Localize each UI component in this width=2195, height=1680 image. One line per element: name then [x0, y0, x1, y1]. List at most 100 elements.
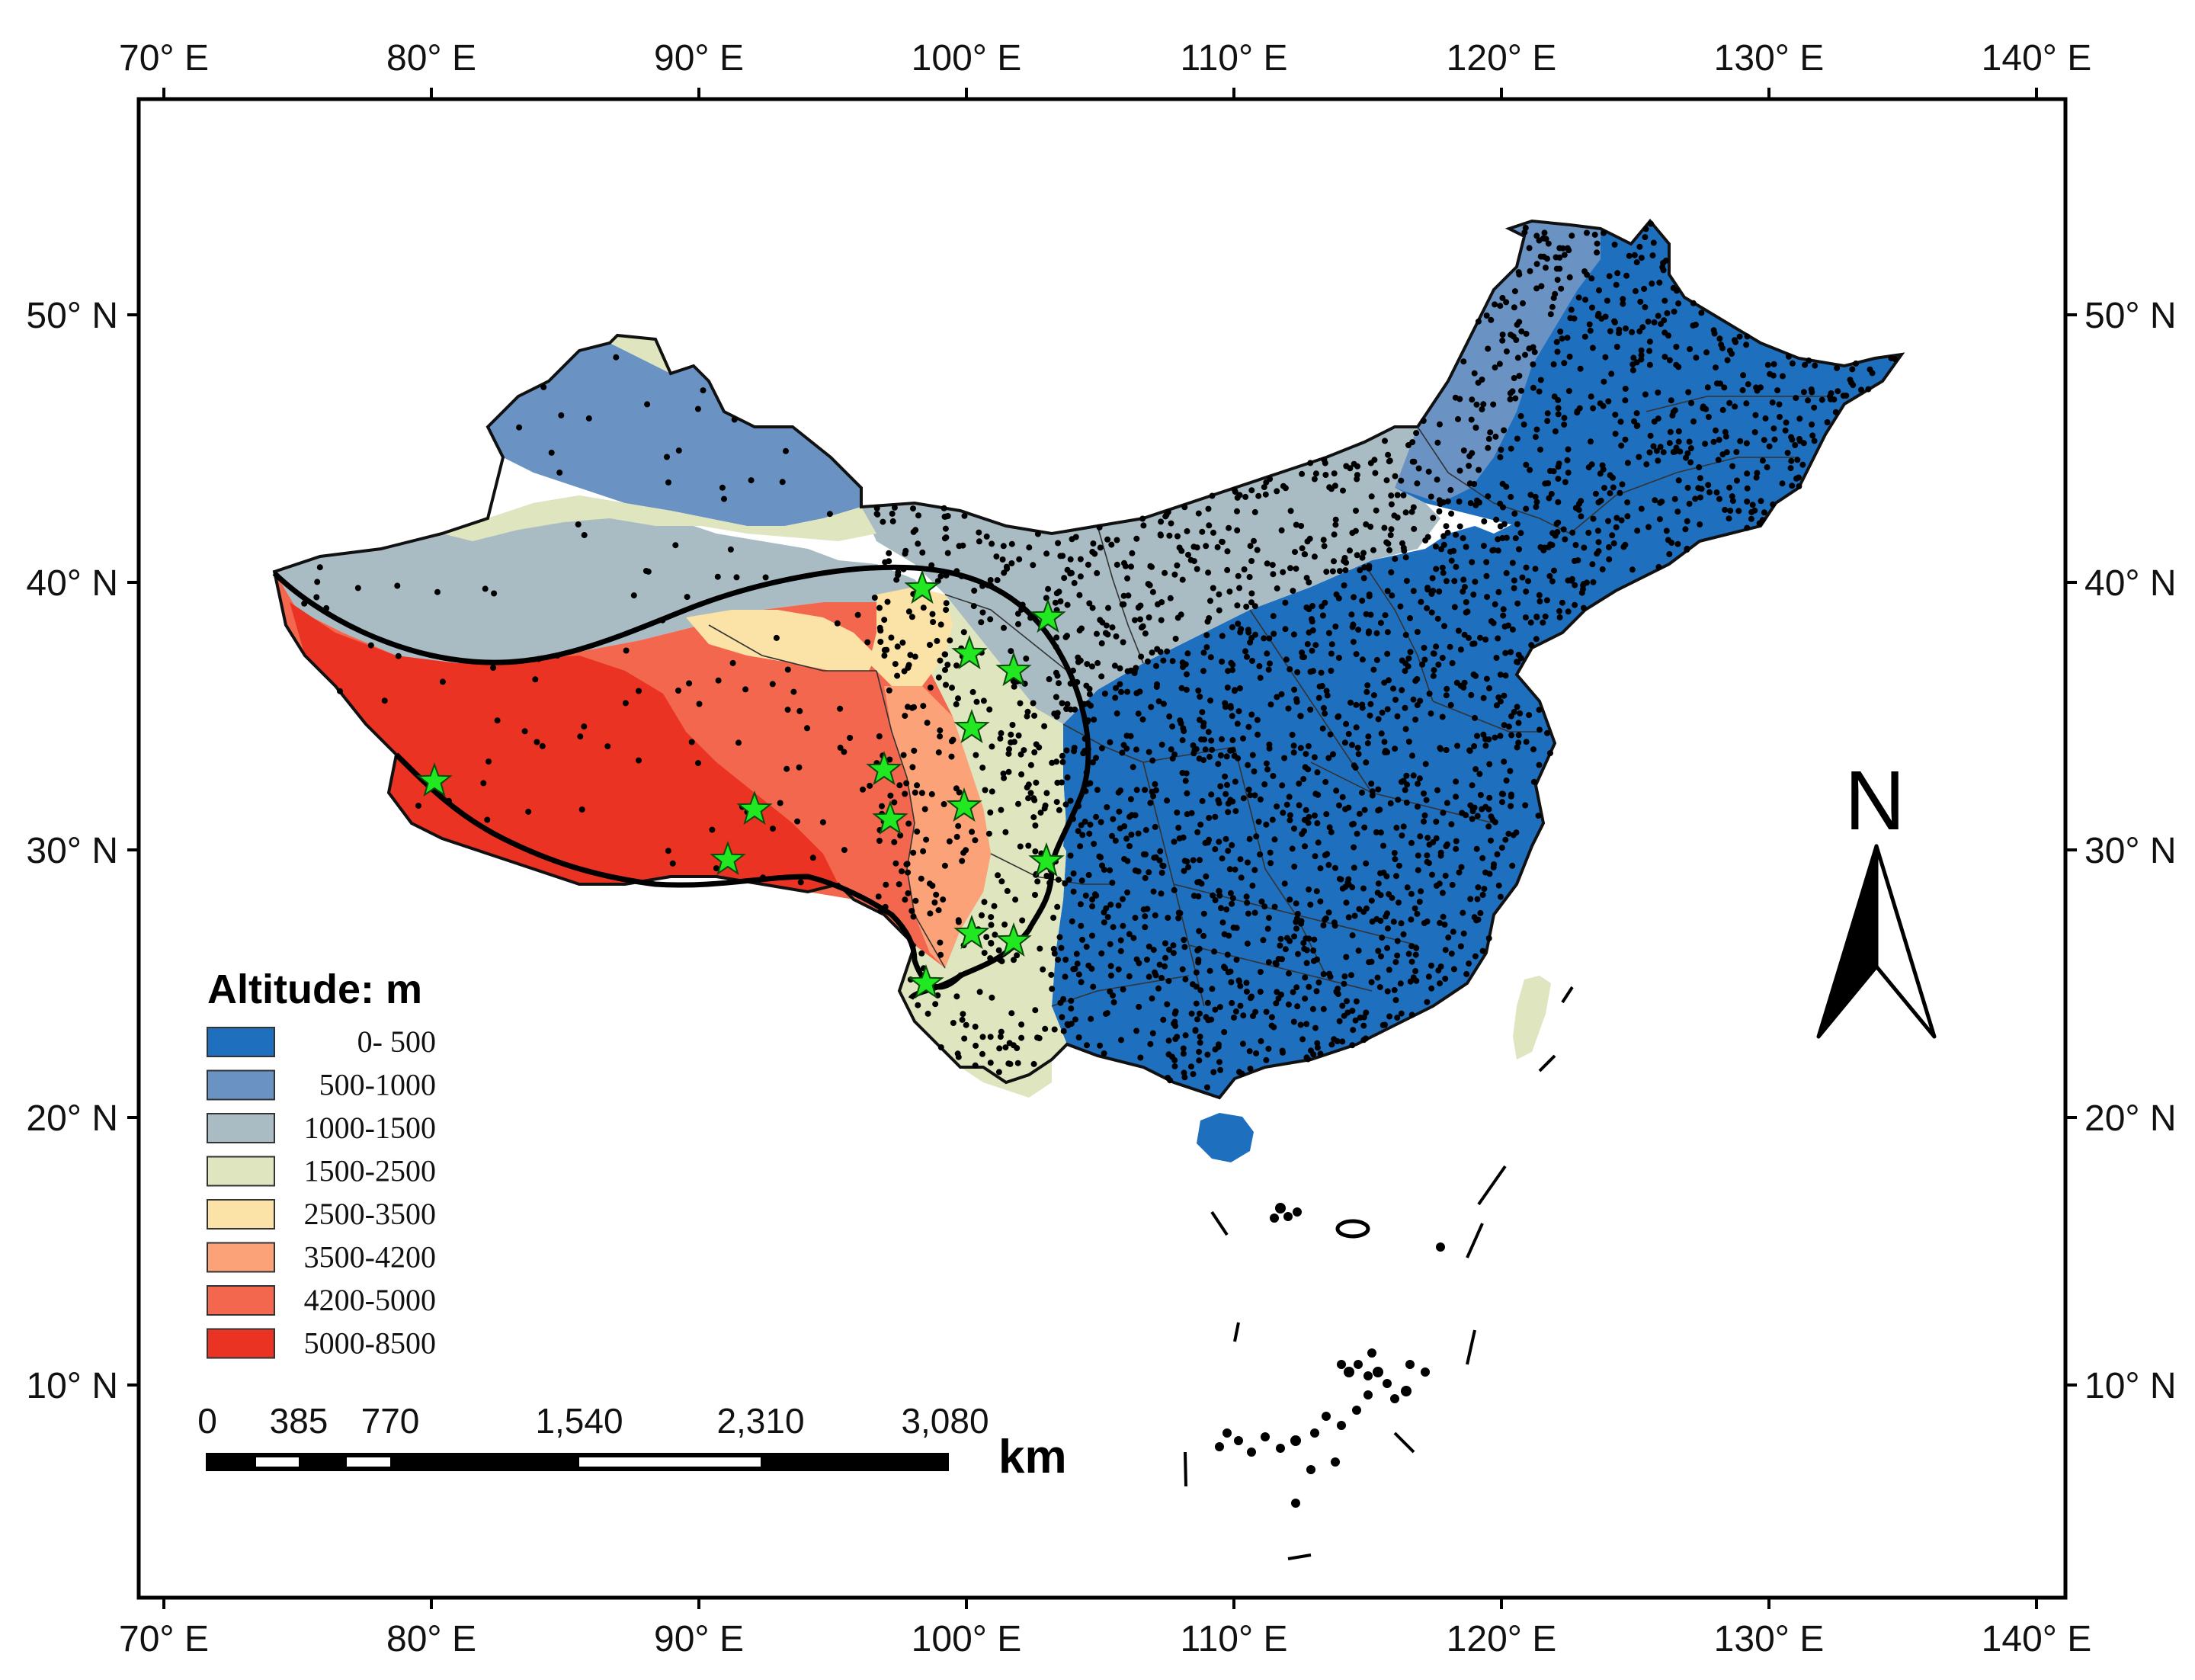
station-dot [1461, 631, 1468, 638]
station-dot [1088, 702, 1094, 709]
station-dot [1181, 504, 1188, 511]
station-dot [1216, 607, 1222, 614]
station-dot [1523, 564, 1530, 571]
station-dot [1555, 405, 1562, 412]
station-dot [1630, 354, 1637, 361]
station-dot [1380, 842, 1386, 849]
station-dot [1179, 966, 1186, 973]
station-dot [1118, 1037, 1124, 1044]
station-dot [1137, 1054, 1144, 1061]
station-dot [1602, 354, 1609, 361]
station-dot [1399, 687, 1405, 694]
station-dot [1089, 759, 1096, 766]
station-dot [1721, 384, 1728, 391]
station-dot [1067, 556, 1074, 563]
station-dot [972, 1062, 979, 1069]
station-dot [1091, 891, 1098, 898]
station-dot [1043, 550, 1050, 557]
station-dot [1799, 461, 1806, 468]
station-dot [1212, 1006, 1219, 1013]
station-dot [1517, 412, 1524, 419]
station-dot [1613, 524, 1620, 531]
station-dot [1227, 704, 1234, 711]
station-dot [1204, 1084, 1210, 1091]
station-dot [1351, 912, 1358, 919]
station-dot [1444, 841, 1450, 848]
station-dot [892, 860, 899, 867]
station-dot [1238, 626, 1245, 633]
station-dot [1569, 529, 1576, 536]
station-dot [1348, 611, 1355, 618]
station-dot [1392, 997, 1399, 1003]
station-dot [1490, 401, 1497, 408]
station-dot [1498, 447, 1504, 453]
station-dot [1286, 970, 1292, 977]
station-dot [1089, 549, 1096, 555]
station-dot [1407, 649, 1414, 656]
station-dot [1516, 546, 1522, 553]
station-dot [1249, 658, 1255, 664]
lat-label-left-50: 50° N [26, 296, 118, 336]
station-dot [1139, 623, 1146, 630]
green-star-icon [416, 762, 453, 797]
station-dot [1252, 1008, 1259, 1015]
station-dot [796, 707, 803, 714]
station-dot [1554, 529, 1561, 535]
station-dot [1251, 603, 1258, 610]
station-dot [1053, 634, 1060, 641]
station-dot [1613, 344, 1620, 350]
station-dot [1229, 900, 1235, 907]
station-dot [1280, 569, 1287, 575]
station-dot [1067, 852, 1074, 859]
station-dot [1448, 951, 1455, 957]
station-dot [1148, 704, 1155, 710]
station-dot [1036, 744, 1043, 751]
station-dot [1235, 755, 1242, 761]
station-dot [1398, 477, 1405, 484]
station-dot [1033, 779, 1040, 786]
station-dot [1077, 901, 1084, 908]
legend-label-0: 0- 500 [357, 1024, 436, 1059]
station-dot [1197, 987, 1204, 994]
station-dot [1386, 457, 1393, 464]
station-dot [1098, 819, 1104, 826]
station-dot [1469, 808, 1476, 815]
station-dot [1481, 886, 1488, 893]
station-dot [1290, 631, 1297, 638]
station-dot [1581, 544, 1588, 551]
station-dot [1736, 333, 1743, 340]
station-dot [1564, 335, 1571, 341]
green-star-icon [710, 841, 746, 876]
station-dot [1142, 924, 1149, 931]
station-dot [1840, 393, 1847, 399]
station-dot [894, 643, 901, 650]
station-dot [1359, 656, 1366, 663]
station-dot [1758, 384, 1764, 391]
station-dot [1251, 768, 1258, 775]
station-dot [1051, 950, 1058, 957]
station-dot [1254, 717, 1261, 723]
latitude-axis-right: 50° N 40° N 30° N 20° N 10° N [2065, 296, 2177, 1406]
station-dot [773, 634, 780, 641]
station-dot [1004, 887, 1011, 894]
station-dot [1560, 526, 1567, 533]
station-dot [1388, 569, 1395, 575]
station-dot [1442, 976, 1449, 982]
station-dot [1097, 544, 1104, 551]
station-dot [1062, 801, 1069, 808]
station-dot [1392, 473, 1399, 479]
station-dot [1511, 288, 1518, 295]
station-dot [1449, 881, 1456, 888]
station-dot [1243, 603, 1250, 610]
station-dot [1407, 615, 1413, 621]
station-dot [1000, 770, 1007, 777]
station-dot [1075, 1034, 1082, 1040]
lon-label-bottom-100: 100° E [912, 1619, 1022, 1659]
station-dot [1191, 747, 1198, 754]
station-dot [1247, 1066, 1254, 1072]
legend-swatch-5 [207, 1242, 275, 1273]
station-dot [1642, 304, 1649, 310]
station-dot [1267, 701, 1274, 708]
station-dot [1370, 666, 1377, 673]
station-dot [1474, 896, 1481, 903]
